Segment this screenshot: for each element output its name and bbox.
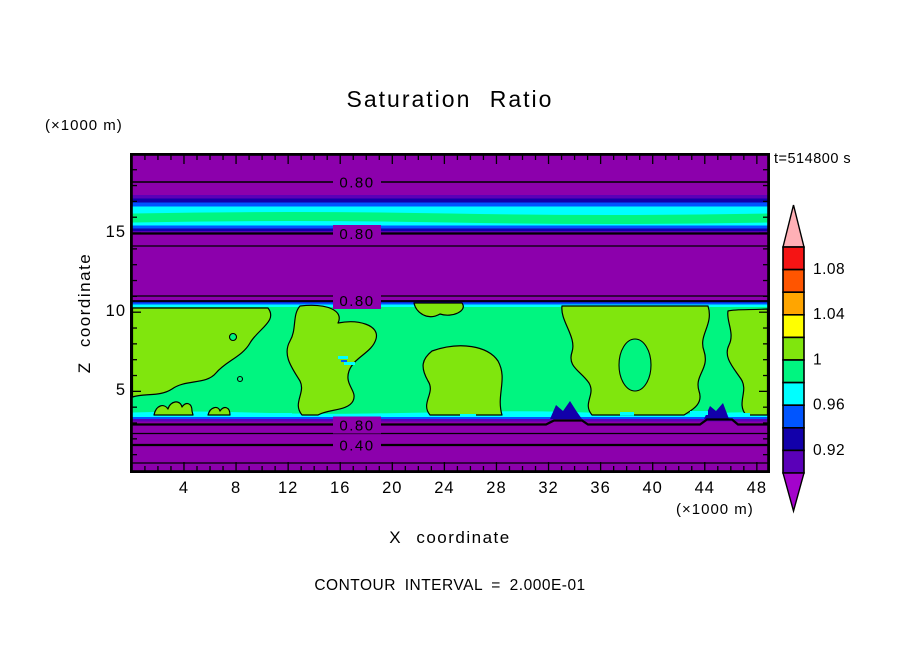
z-axis-unit-label: (×1000 m) <box>45 117 123 134</box>
x-tick-label: 32 <box>538 479 559 497</box>
z-tick-label: 5 <box>115 381 126 400</box>
z-axis-title: Z coordinate <box>75 252 94 374</box>
x-tick-label: 40 <box>642 479 663 497</box>
x-axis-unit-label: (×1000 m) <box>676 501 754 518</box>
colorbar-tick-label: 1 <box>813 351 822 368</box>
x-tick-label: 4 <box>178 479 190 497</box>
z-tick-label: 15 <box>105 223 126 242</box>
x-axis-title: X coordinate <box>389 528 511 547</box>
x-tick-label: 24 <box>434 479 455 497</box>
colorbar-arrow-bottom <box>782 472 805 514</box>
x-tick-label: 16 <box>330 479 351 497</box>
contour-line-label: 0.80 <box>339 293 374 310</box>
x-tick-label: 48 <box>746 479 768 497</box>
colorbar-tick-label: 1.08 <box>813 261 845 278</box>
colorbar-tick-label: 1.04 <box>813 306 845 323</box>
x-tick-label: 20 <box>382 479 403 497</box>
contour-interval-caption: CONTOUR INTERVAL = 2.000E-01 <box>314 577 586 594</box>
contour-line-label: 0.40 <box>339 438 374 455</box>
x-tick-label: 28 <box>486 479 507 497</box>
x-tick-label: 36 <box>590 479 611 497</box>
x-tick-label: 12 <box>277 479 299 497</box>
timestamp-label: t=514800 s <box>774 151 852 167</box>
contour-plot-canvas: 0.80 0.80 0.80 0.80 0.40 <box>130 153 770 473</box>
colorbar-arrow-top <box>782 204 805 248</box>
contour-line-label: 0.80 <box>339 226 374 243</box>
x-tick-label: 44 <box>694 479 715 497</box>
x-tick-label: 8 <box>230 479 242 497</box>
colorbar-tick-label: 0.96 <box>813 397 845 414</box>
colorbar: 1.08 1.04 1 0.96 0.92 <box>782 204 845 514</box>
contour-line-label: 0.80 <box>339 175 374 192</box>
colorbar-tick-label: 0.92 <box>813 442 845 459</box>
page-title: Saturation Ratio <box>346 86 554 112</box>
contour-line-label: 0.80 <box>339 418 374 435</box>
z-tick-label: 10 <box>105 302 126 321</box>
